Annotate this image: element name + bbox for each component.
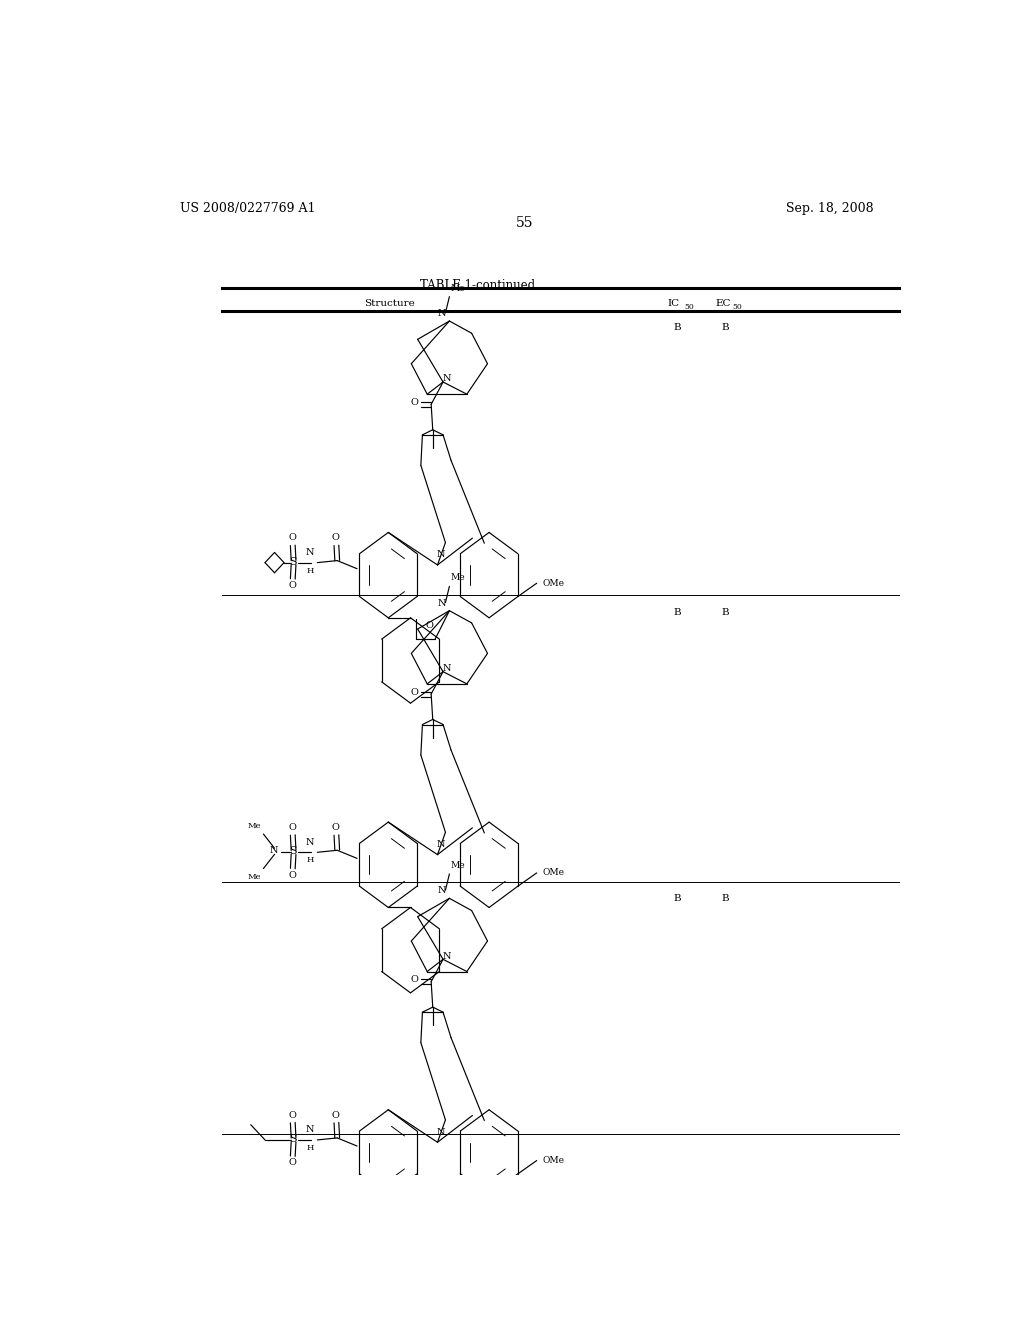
Text: N: N bbox=[436, 550, 445, 560]
Text: N: N bbox=[442, 375, 452, 383]
Text: OMe: OMe bbox=[543, 578, 564, 587]
Text: 55: 55 bbox=[516, 216, 534, 230]
Text: O: O bbox=[411, 975, 419, 985]
Text: Sep. 18, 2008: Sep. 18, 2008 bbox=[786, 202, 873, 215]
Text: N: N bbox=[442, 664, 452, 673]
Text: Me: Me bbox=[451, 573, 466, 582]
Text: Me: Me bbox=[451, 861, 466, 870]
Text: O: O bbox=[288, 871, 296, 879]
Text: O: O bbox=[288, 1110, 296, 1119]
Text: H: H bbox=[307, 566, 314, 574]
Text: H: H bbox=[307, 1144, 314, 1152]
Text: O: O bbox=[411, 688, 419, 697]
Text: N: N bbox=[437, 599, 445, 607]
Text: O: O bbox=[426, 622, 433, 631]
Text: S: S bbox=[289, 846, 297, 857]
Text: 50: 50 bbox=[684, 302, 694, 310]
Text: OMe: OMe bbox=[543, 1156, 564, 1166]
Text: US 2008/0227769 A1: US 2008/0227769 A1 bbox=[179, 202, 315, 215]
Text: O: O bbox=[332, 822, 340, 832]
Text: Structure: Structure bbox=[365, 298, 416, 308]
Text: B: B bbox=[674, 607, 681, 616]
Text: IC: IC bbox=[668, 298, 680, 308]
Text: N: N bbox=[269, 846, 278, 855]
Text: Me: Me bbox=[248, 873, 261, 880]
Text: Me: Me bbox=[451, 284, 466, 293]
Text: N: N bbox=[436, 840, 445, 849]
Text: N: N bbox=[437, 886, 445, 895]
Text: O: O bbox=[332, 533, 340, 543]
Text: O: O bbox=[288, 533, 296, 543]
Text: O: O bbox=[411, 397, 419, 407]
Text: O: O bbox=[332, 1110, 340, 1119]
Text: B: B bbox=[721, 607, 729, 616]
Text: O: O bbox=[288, 822, 296, 832]
Text: O: O bbox=[288, 1158, 296, 1167]
Text: B: B bbox=[674, 323, 681, 333]
Text: OMe: OMe bbox=[543, 869, 564, 878]
Text: O: O bbox=[288, 581, 296, 590]
Text: Me: Me bbox=[248, 822, 261, 830]
Text: B: B bbox=[721, 894, 729, 903]
Text: N: N bbox=[437, 309, 445, 318]
Text: N: N bbox=[436, 1127, 445, 1137]
Text: S: S bbox=[289, 1134, 297, 1144]
Text: TABLE 1-continued: TABLE 1-continued bbox=[420, 280, 536, 292]
Text: 50: 50 bbox=[733, 302, 742, 310]
Text: B: B bbox=[674, 894, 681, 903]
Text: S: S bbox=[289, 557, 297, 566]
Text: N: N bbox=[306, 548, 314, 557]
Text: N: N bbox=[306, 1125, 314, 1134]
Text: B: B bbox=[721, 323, 729, 333]
Text: N: N bbox=[306, 838, 314, 846]
Text: N: N bbox=[442, 952, 452, 961]
Text: H: H bbox=[307, 857, 314, 865]
Text: EC: EC bbox=[715, 298, 731, 308]
